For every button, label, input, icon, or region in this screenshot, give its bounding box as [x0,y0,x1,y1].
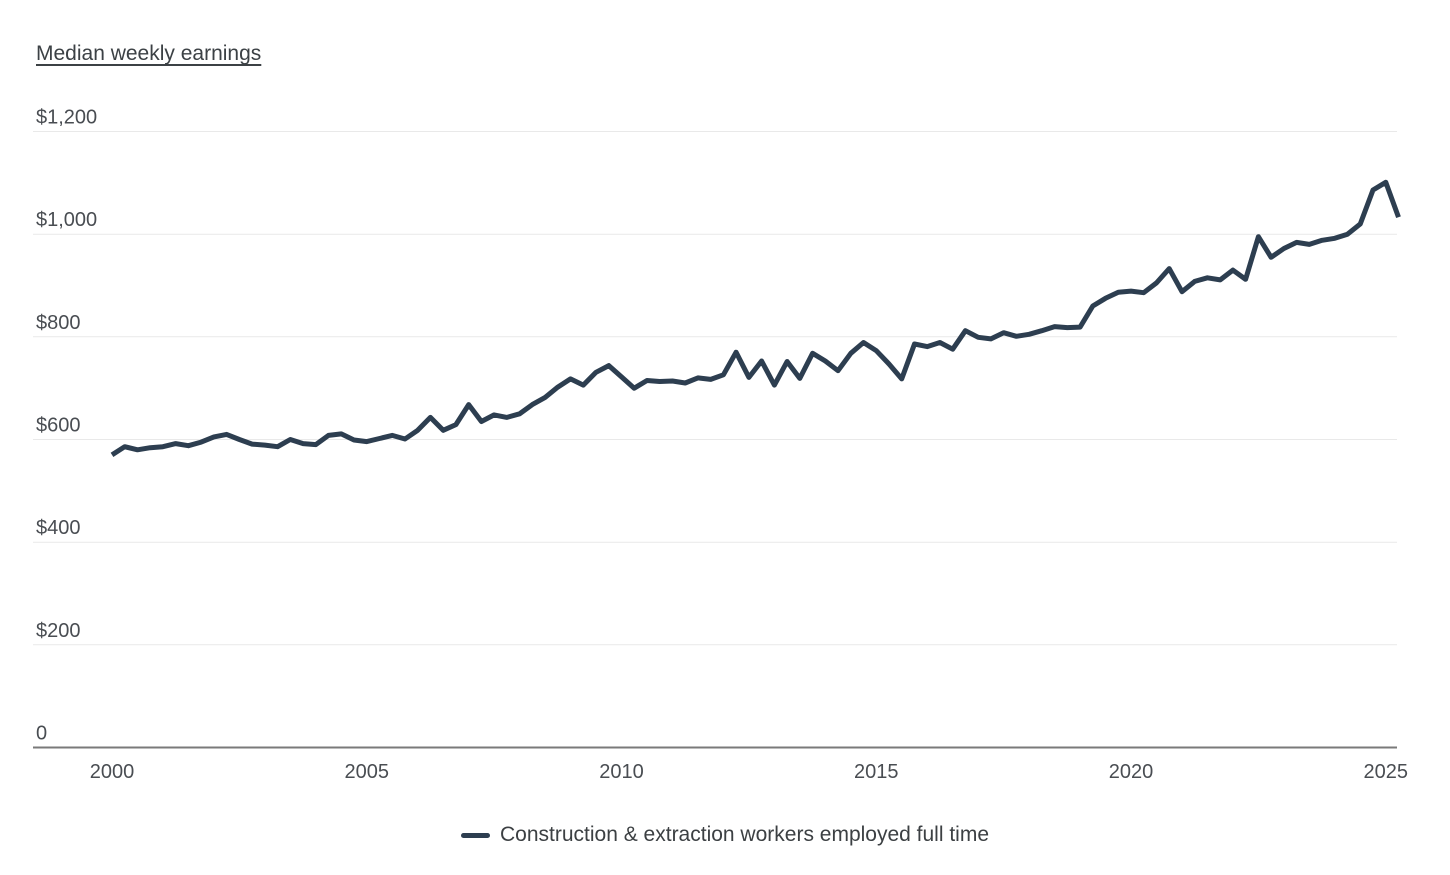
legend-line-swatch [460,832,490,838]
y-axis-tick-label: $600 [36,415,81,437]
x-axis-tick-label: 2015 [854,761,899,783]
x-axis-tick-label: 2000 [90,761,135,783]
legend-label: Construction & extraction workers employ… [499,823,990,846]
y-axis-tick-label: $200 [36,620,81,642]
y-axis-tick-label: $1,200 [36,107,97,129]
x-axis-tick-label: 2005 [345,761,390,783]
chart-title: Median weekly earnings [36,42,262,65]
x-axis-tick-label: 2025 [1364,761,1409,783]
y-axis-tick-label: 0 [36,723,47,745]
y-axis-tick-label: $400 [36,517,81,539]
chart-legend: Construction & extraction workers employ… [0,823,1450,847]
x-axis-tick-label: 2010 [599,761,644,783]
y-axis-tick-label: $800 [36,312,81,334]
y-axis-tick-label: $1,000 [36,209,97,231]
x-axis-tick-label: 2020 [1109,761,1154,783]
series-line-construction-extraction [110,179,1401,458]
